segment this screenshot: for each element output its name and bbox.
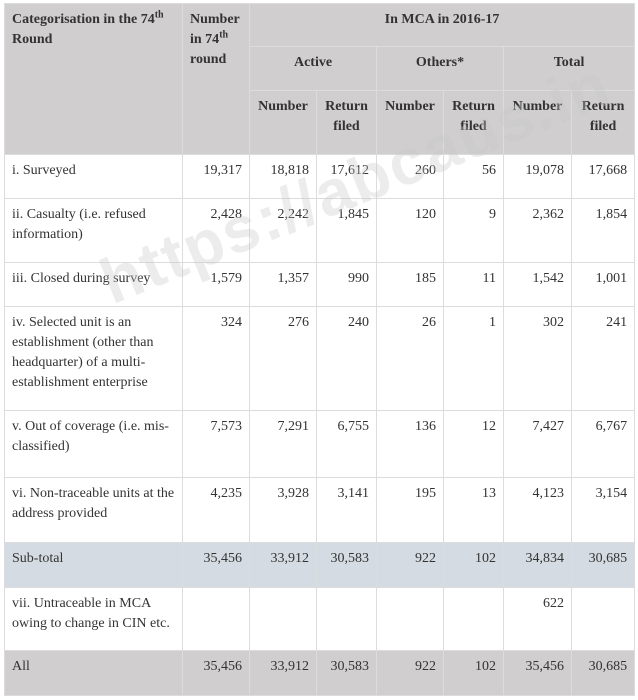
table-row-establishment: iv. Selected unit is an establishment (o… <box>4 306 636 411</box>
cell-total-number: 302 <box>503 306 572 411</box>
cell-others-number: 922 <box>376 542 444 588</box>
cell-total-return: 30,685 <box>570 650 636 696</box>
cell-active-number: 33,912 <box>249 542 317 588</box>
cell-total-number: 4,123 <box>503 477 572 543</box>
header-group-others: Others* <box>376 46 504 91</box>
cell-others-return: 9 <box>443 198 504 263</box>
header-number-74th-round: Number in 74th round <box>182 3 250 155</box>
cell-others-return: 56 <box>443 154 504 199</box>
cell-others-number: 195 <box>376 477 444 543</box>
cell-others-number <box>376 587 444 651</box>
row-label: v. Out of coverage (i.e. mis-classified) <box>4 410 183 478</box>
cell-total-number: 19,078 <box>503 154 572 199</box>
cell-active-number: 2,242 <box>249 198 317 263</box>
row-label: iii. Closed during survey <box>4 262 183 307</box>
cell-active-return: 990 <box>316 262 377 307</box>
cell-active-number: 18,818 <box>249 154 317 199</box>
header-total-return-filed: Return filed <box>570 90 636 155</box>
cell-74th-number: 4,235 <box>182 477 250 543</box>
header-others-return-filed: Return filed <box>443 90 504 155</box>
row-label: ii. Casualty (i.e. refused information) <box>4 198 183 263</box>
cell-total-number: 35,456 <box>503 650 572 696</box>
cell-others-number: 136 <box>376 410 444 478</box>
row-label: vii. Untraceable in MCA owing to change … <box>4 587 183 651</box>
header-active-return-filed: Return filed <box>316 90 377 155</box>
cell-others-return: 102 <box>443 542 504 588</box>
table-row-all: All 35,456 33,912 30,583 922 102 35,456 … <box>4 650 636 696</box>
cell-74th-number: 19,317 <box>182 154 250 199</box>
cell-74th-number: 7,573 <box>182 410 250 478</box>
table-row-subtotal: Sub-total 35,456 33,912 30,583 922 102 3… <box>4 542 636 588</box>
cell-active-number: 7,291 <box>249 410 317 478</box>
cell-active-number: 276 <box>249 306 317 411</box>
cell-total-return: 6,767 <box>570 410 636 478</box>
header-group-active: Active <box>249 46 377 91</box>
cell-total-number: 1,542 <box>503 262 572 307</box>
cell-74th-number: 2,428 <box>182 198 250 263</box>
cell-active-return: 1,845 <box>316 198 377 263</box>
row-label: iv. Selected unit is an establishment (o… <box>4 306 183 411</box>
cell-74th-number: 1,579 <box>182 262 250 307</box>
cell-active-return: 240 <box>316 306 377 411</box>
table-row-untraceable-mca: vii. Untraceable in MCA owing to change … <box>4 587 636 651</box>
cell-total-return <box>570 587 636 651</box>
table-row-surveyed: i. Surveyed 19,317 18,818 17,612 260 56 … <box>4 154 636 199</box>
cell-active-return: 17,612 <box>316 154 377 199</box>
table-row-closed: iii. Closed during survey 1,579 1,357 99… <box>4 262 636 307</box>
cell-active-return: 3,141 <box>316 477 377 543</box>
cell-74th-number: 35,456 <box>182 650 250 696</box>
cell-active-number <box>249 587 317 651</box>
cell-total-return: 1,001 <box>570 262 636 307</box>
row-label: i. Surveyed <box>4 154 183 199</box>
cell-others-return: 12 <box>443 410 504 478</box>
cell-others-number: 922 <box>376 650 444 696</box>
header-in-mca: In MCA in 2016-17 <box>248 3 636 47</box>
cell-total-return: 1,854 <box>570 198 636 263</box>
table-row-out-of-coverage: v. Out of coverage (i.e. mis-classified)… <box>4 410 636 478</box>
cell-total-return: 241 <box>570 306 636 411</box>
cell-active-number: 3,928 <box>249 477 317 543</box>
cell-active-number: 33,912 <box>249 650 317 696</box>
cell-total-number: 2,362 <box>503 198 572 263</box>
cell-total-number: 7,427 <box>503 410 572 478</box>
table-row-casualty: ii. Casualty (i.e. refused information) … <box>4 198 636 263</box>
cell-others-return <box>443 587 504 651</box>
table-row-non-traceable: vi. Non-traceable units at the address p… <box>4 477 636 543</box>
header-group-total: Total <box>502 46 636 91</box>
cell-others-return: 13 <box>443 477 504 543</box>
cell-74th-number: 324 <box>182 306 250 411</box>
mca-comparison-table: Categorisation in the 74th Round Number … <box>4 3 636 696</box>
cell-active-return: 6,755 <box>316 410 377 478</box>
cell-active-number: 1,357 <box>249 262 317 307</box>
cell-total-number: 622 <box>503 587 572 651</box>
header-categorisation: Categorisation in the 74th Round <box>4 3 183 155</box>
cell-total-return: 30,685 <box>570 542 636 588</box>
cell-active-return <box>316 587 377 651</box>
cell-active-return: 30,583 <box>316 650 377 696</box>
cell-active-return: 30,583 <box>316 542 377 588</box>
header-total-number: Number <box>503 90 572 155</box>
cell-others-number: 120 <box>376 198 444 263</box>
row-label: vi. Non-traceable units at the address p… <box>4 477 183 543</box>
row-label: Sub-total <box>4 542 183 588</box>
cell-total-return: 3,154 <box>570 477 636 543</box>
cell-others-number: 26 <box>376 306 444 411</box>
header-others-number: Number <box>376 90 444 155</box>
cell-others-return: 1 <box>443 306 504 411</box>
cell-total-number: 34,834 <box>503 542 572 588</box>
cell-others-number: 260 <box>376 154 444 199</box>
cell-total-return: 17,668 <box>570 154 636 199</box>
row-label: All <box>4 650 183 696</box>
cell-74th-number <box>182 587 250 651</box>
cell-74th-number: 35,456 <box>182 542 250 588</box>
cell-others-return: 11 <box>443 262 504 307</box>
header-active-number: Number <box>249 90 317 155</box>
cell-others-number: 185 <box>376 262 444 307</box>
cell-others-return: 102 <box>443 650 504 696</box>
